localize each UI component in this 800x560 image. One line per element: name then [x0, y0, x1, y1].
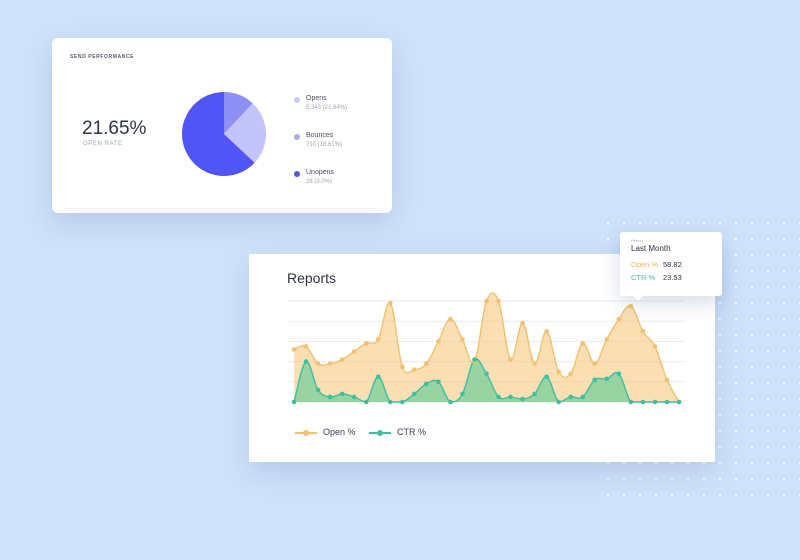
data-point-ctr[interactable] — [568, 394, 574, 400]
tooltip-period-label: Period — [631, 238, 643, 243]
data-point-ctr[interactable] — [676, 399, 682, 405]
data-point-open-rate[interactable] — [327, 361, 333, 366]
chart-tooltip: Period Last Month Open % 58.82 CTR % 23.… — [620, 232, 722, 301]
card-title: SEND PERFORMANCE — [70, 54, 135, 60]
tooltip-period: Last Month — [631, 244, 671, 253]
data-point-open-rate[interactable] — [640, 329, 646, 334]
data-point-ctr[interactable] — [375, 374, 381, 380]
data-point-ctr[interactable] — [532, 391, 537, 397]
data-point-open-rate[interactable] — [544, 329, 549, 334]
data-point-ctr[interactable] — [508, 394, 513, 400]
tooltip-pointer — [633, 296, 643, 301]
data-point-open-rate[interactable] — [424, 361, 429, 366]
data-point-ctr[interactable] — [556, 399, 561, 405]
data-point-open-rate[interactable] — [664, 377, 670, 383]
legend-name: Unopens — [306, 169, 335, 176]
legend-detail: 5,343 (21.64%) — [306, 105, 348, 111]
data-point-ctr[interactable] — [484, 371, 489, 377]
data-point-open-rate[interactable] — [628, 303, 634, 309]
data-point-ctr[interactable] — [412, 391, 417, 397]
data-point-open-rate[interactable] — [616, 316, 622, 322]
legend-name: Bounces — [306, 132, 334, 139]
legend-dot — [294, 171, 300, 177]
data-point-open-rate[interactable] — [448, 316, 453, 322]
data-point-open-rate[interactable] — [399, 364, 405, 369]
data-point-ctr[interactable] — [387, 399, 393, 405]
tooltip-key: Open % — [631, 260, 659, 269]
tooltip-value: 58.82 — [663, 260, 682, 269]
data-point-ctr[interactable] — [664, 399, 670, 405]
data-point-open-rate[interactable] — [508, 357, 513, 362]
data-point-ctr[interactable] — [604, 376, 610, 382]
data-point-open-rate[interactable] — [315, 361, 321, 366]
legend-marker — [303, 430, 309, 436]
legend-detail: 710 (18.61%) — [306, 142, 343, 148]
data-point-ctr[interactable] — [520, 396, 525, 402]
data-point-open-rate[interactable] — [652, 344, 658, 349]
data-point-ctr[interactable] — [472, 357, 477, 362]
data-point-ctr[interactable] — [616, 371, 622, 377]
data-point-ctr[interactable] — [363, 399, 369, 405]
data-point-ctr[interactable] — [327, 394, 333, 400]
data-point-open-rate[interactable] — [580, 341, 586, 346]
reports-title: Reports — [287, 270, 337, 286]
data-point-open-rate[interactable] — [592, 361, 598, 366]
data-point-ctr[interactable] — [460, 391, 465, 397]
area-fill-ctr — [294, 358, 679, 402]
data-point-open-rate[interactable] — [484, 298, 489, 304]
data-point-open-rate[interactable] — [568, 371, 574, 377]
data-point-ctr[interactable] — [351, 394, 357, 400]
data-point-ctr[interactable] — [592, 377, 598, 383]
data-point-ctr[interactable] — [424, 381, 429, 387]
data-point-ctr[interactable] — [291, 399, 297, 405]
data-point-ctr[interactable] — [580, 394, 586, 400]
data-point-ctr[interactable] — [303, 359, 309, 364]
legend-marker — [377, 430, 383, 436]
send-performance-card: SEND PERFORMANCE 21.65% OPEN RATE Opens … — [52, 38, 392, 213]
data-point-ctr[interactable] — [640, 399, 646, 405]
data-point-open-rate[interactable] — [460, 337, 465, 342]
data-point-ctr[interactable] — [339, 391, 345, 397]
pie-slice-opens[interactable] — [224, 92, 253, 134]
data-point-open-rate[interactable] — [532, 361, 537, 366]
data-point-open-rate[interactable] — [520, 320, 525, 326]
data-point-ctr[interactable] — [399, 399, 405, 405]
data-point-open-rate[interactable] — [303, 344, 309, 349]
pie-slice-bounces[interactable] — [224, 103, 266, 163]
data-point-ctr[interactable] — [544, 374, 549, 380]
legend-name: Opens — [306, 95, 327, 102]
data-point-ctr[interactable] — [652, 399, 658, 405]
data-point-open-rate[interactable] — [436, 339, 441, 344]
pie-chart — [182, 92, 266, 176]
data-point-ctr[interactable] — [436, 379, 441, 385]
area-fill-open-rate — [294, 292, 679, 402]
tooltip-key: CTR % — [631, 273, 656, 282]
legend-dot — [294, 97, 300, 103]
data-point-open-rate[interactable] — [556, 369, 561, 374]
data-point-open-rate[interactable] — [363, 341, 369, 346]
data-point-ctr[interactable] — [628, 399, 634, 405]
data-point-open-rate[interactable] — [604, 337, 610, 342]
pie-slice-unopens[interactable] — [182, 92, 255, 176]
data-point-open-rate[interactable] — [291, 347, 297, 352]
data-point-ctr[interactable] — [448, 399, 453, 405]
data-point-open-rate[interactable] — [387, 300, 393, 306]
legend-detail: 28 (3.0%) — [306, 179, 333, 185]
legend-dot — [294, 134, 300, 140]
reports-area-chart — [287, 292, 685, 405]
legend-label: Open % — [323, 427, 356, 437]
data-point-open-rate[interactable] — [339, 357, 345, 362]
data-point-open-rate[interactable] — [351, 349, 357, 354]
data-point-open-rate[interactable] — [375, 337, 381, 342]
open-rate-label: OPEN RATE — [83, 141, 123, 147]
open-rate-value: 21.65% — [82, 118, 147, 139]
data-point-open-rate[interactable] — [496, 298, 501, 304]
tooltip-value: 23.53 — [663, 273, 682, 282]
data-point-ctr[interactable] — [315, 387, 321, 393]
divider — [66, 208, 378, 209]
data-point-open-rate[interactable] — [412, 367, 417, 372]
data-point-ctr[interactable] — [496, 394, 501, 400]
legend-label: CTR % — [397, 427, 426, 437]
